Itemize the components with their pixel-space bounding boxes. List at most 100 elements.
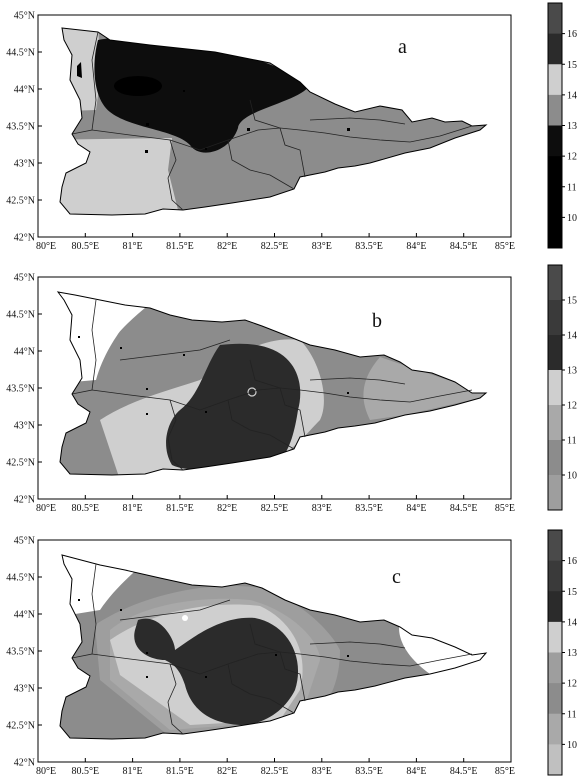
lat-tick-label: 44°N	[14, 347, 35, 358]
colorbar-segment	[548, 3, 562, 35]
lat-tick-label: 43.5°N	[6, 647, 35, 658]
lat-tick-label: 43.5°N	[6, 384, 35, 395]
lat-tick-label: 44.5°N	[6, 48, 35, 59]
lon-tick-label: 82.5°E	[261, 241, 289, 252]
lat-axis: 45°N 44.5°N 44°N 43.5°N 43°N 42.5°N 42°N	[6, 536, 42, 769]
colorbar-segment	[548, 186, 562, 218]
lat-tick-label: 43°N	[14, 684, 35, 695]
panel-letter: a	[398, 36, 407, 58]
colorbar-segment	[548, 265, 562, 301]
colorbar-segment	[548, 156, 562, 188]
lat-tick-label: 42°N	[14, 495, 35, 506]
panel-a: a 45°N 44.5°N 44°N 43.5°N 43°N 42.5°N 42°N 80°…	[6, 2, 577, 252]
colorbar-label: 14	[567, 90, 577, 101]
colorbar-label: 16	[567, 556, 577, 567]
lon-tick-label: 83.5°E	[355, 503, 383, 514]
lat-tick-label: 42.5°N	[6, 196, 35, 207]
colorbar-label: 12	[567, 401, 577, 412]
colorbar-segment	[548, 33, 562, 65]
colorbar-label: 11	[567, 182, 577, 193]
panel-letter: c	[392, 566, 401, 588]
colorbar-label: 10	[567, 740, 577, 751]
station-markers	[77, 62, 350, 153]
colorbar-segment	[548, 652, 562, 684]
lon-tick-label: 85°E	[495, 766, 515, 777]
lon-tick-label: 82.5°E	[261, 766, 289, 777]
lon-tick-label: 80.5°E	[71, 503, 99, 514]
lat-tick-label: 43.5°N	[6, 122, 35, 133]
colorbar-label: 15	[567, 60, 577, 71]
lon-tick-label: 84.5°E	[450, 241, 478, 252]
colorbar-segment	[548, 475, 562, 511]
colorbar-label: 10	[567, 471, 577, 482]
lon-tick-label: 83°E	[312, 766, 332, 777]
lat-axis: 45°N 44.5°N 44°N 43.5°N 43°N 42.5°N 42°N	[6, 273, 42, 506]
lon-tick-label: 81.5°E	[166, 766, 194, 777]
lat-tick-label: 44.5°N	[6, 573, 35, 584]
lat-tick-label: 45°N	[14, 11, 35, 22]
lon-tick-label: 84.5°E	[450, 503, 478, 514]
colorbar-segment	[548, 94, 562, 126]
colorbar-segment	[548, 370, 562, 406]
colorbar-segment	[548, 591, 562, 623]
colorbar-segment	[548, 440, 562, 476]
colorbar-label: 12	[567, 152, 577, 163]
lon-tick-label: 82.5°E	[261, 503, 289, 514]
station-markers	[78, 336, 349, 415]
colorbar-label: 11	[567, 436, 577, 447]
lon-tick-label: 82°E	[217, 766, 237, 777]
colorbar-segment	[548, 125, 562, 157]
lon-tick-label: 81°E	[123, 766, 143, 777]
lon-axis: 80°E 80.5°E 81°E 81.5°E 82°E 82.5°E 83°E 83.5°E…	[36, 233, 515, 252]
panel-letter: b	[372, 310, 382, 332]
colorbar-label: 13	[567, 366, 577, 377]
lon-tick-label: 80°E	[36, 503, 56, 514]
lon-tick-label: 85°E	[495, 503, 515, 514]
colorbar: 16 15 14 13 12 11 10	[547, 2, 577, 249]
lat-tick-label: 44.5°N	[6, 310, 35, 321]
lon-tick-label: 80.5°E	[71, 241, 99, 252]
colorbar-segment	[548, 335, 562, 371]
lat-tick-label: 45°N	[14, 273, 35, 284]
colorbar-label: 13	[567, 121, 577, 132]
lon-tick-label: 81°E	[123, 503, 143, 514]
lat-tick-label: 42.5°N	[6, 721, 35, 732]
colorbar: 16 15 14 13 12 11 10	[547, 529, 577, 776]
colorbar-label: 11	[567, 709, 577, 720]
colorbar-segment	[548, 744, 562, 776]
colorbar-label: 10	[567, 213, 577, 224]
lon-tick-label: 84°E	[406, 503, 426, 514]
colorbar-label: 14	[567, 617, 577, 628]
colorbar: 15 14 13 12 11 10	[547, 264, 577, 511]
lat-axis: 45°N 44.5°N 44°N 43.5°N 43°N 42.5°N 42°N	[6, 11, 42, 244]
colorbar-segment	[548, 683, 562, 715]
lon-tick-label: 81.5°E	[166, 241, 194, 252]
panel-b: b 45°N 44.5°N 44°N 43.5°N 43°N 42.5°N 42°N 80°…	[6, 264, 577, 514]
lat-tick-label: 43°N	[14, 421, 35, 432]
lon-tick-label: 83.5°E	[355, 766, 383, 777]
lat-tick-label: 42°N	[14, 233, 35, 244]
colorbar-segment	[548, 64, 562, 96]
colorbar-label: 12	[567, 679, 577, 690]
colorbar-label: 15	[567, 296, 577, 307]
lon-axis: 80°E 80.5°E 81°E 81.5°E 82°E 82.5°E 83°E 83.5°E…	[36, 758, 515, 777]
colorbar-label: 14	[567, 331, 577, 342]
lon-axis: 80°E 80.5°E 81°E 81.5°E 82°E 82.5°E 83°E 83.5°E…	[36, 495, 515, 514]
lat-tick-label: 44°N	[14, 85, 35, 96]
county-boundaries	[71, 299, 473, 471]
colorbar-segment	[548, 405, 562, 441]
lon-tick-label: 82°E	[217, 503, 237, 514]
lon-tick-label: 85°E	[495, 241, 515, 252]
lon-tick-label: 81°E	[123, 241, 143, 252]
colorbar-label: 13	[567, 648, 577, 659]
lat-tick-label: 42.5°N	[6, 458, 35, 469]
colorbar-label: 15	[567, 587, 577, 598]
colorbar-segment	[548, 217, 562, 249]
lat-tick-label: 43°N	[14, 159, 35, 170]
panel-c: c 45°N 44.5°N 44°N 43.5°N 43°N 42.5°N 42°N 80°…	[6, 529, 577, 777]
county-boundaries	[71, 563, 473, 735]
colorbar-frame	[547, 264, 563, 511]
station-markers	[78, 599, 349, 678]
lon-tick-label: 83.5°E	[355, 241, 383, 252]
